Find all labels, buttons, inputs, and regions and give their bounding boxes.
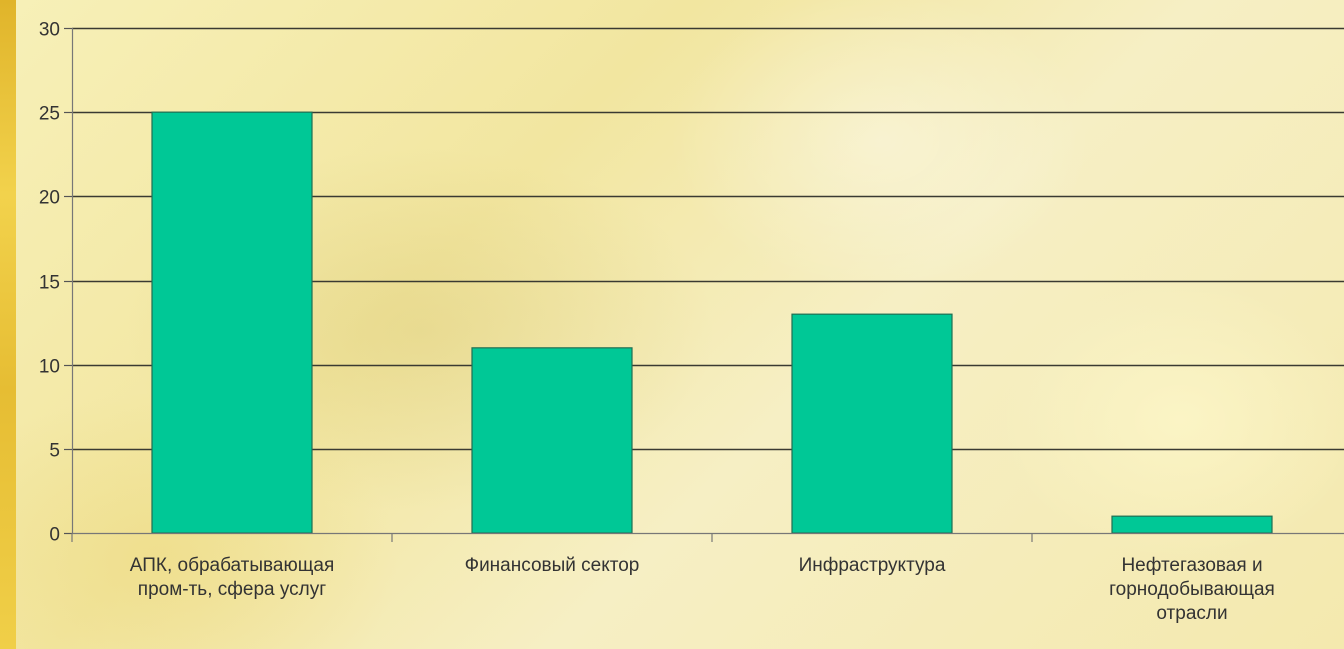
x-category-label: АПК, обрабатывающая пром-ть, сфера услуг [130, 555, 334, 600]
y-tick-label: 30 [39, 20, 60, 41]
bar [151, 111, 313, 534]
bar [1111, 515, 1273, 534]
y-tick-label: 0 [49, 525, 60, 546]
y-tick-label: 15 [39, 273, 60, 294]
bar [791, 313, 953, 534]
x-category-label: Инфраструктура [799, 555, 946, 576]
y-tick-labels: 0 5 10 15 20 25 30 [39, 20, 60, 546]
axes [64, 27, 1344, 542]
bar [471, 347, 633, 534]
y-tick-label: 5 [49, 441, 60, 462]
x-category-labels: АПК, обрабатывающая пром-ть, сфера услуг Ф… [130, 555, 1275, 624]
y-tick-label: 20 [39, 188, 60, 209]
x-category-label: Нефтегазовая и горнодобывающая отрасли [1109, 555, 1275, 624]
x-category-label: Финансовый сектор [465, 555, 640, 576]
bars [151, 111, 1273, 534]
left-decor-strip [0, 0, 16, 649]
y-tick-label: 25 [39, 104, 60, 125]
y-tick-label: 10 [39, 357, 60, 378]
grid-lines [72, 27, 1344, 451]
